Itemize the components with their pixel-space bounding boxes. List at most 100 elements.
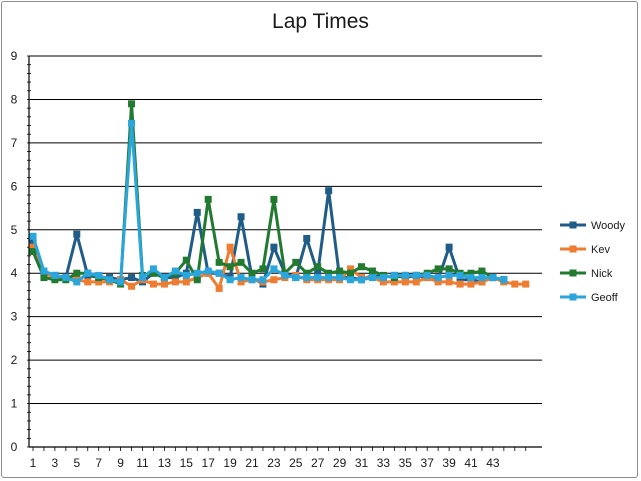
x-tick-label: 35 [399,456,413,470]
data-point [303,234,311,242]
data-point [171,274,179,282]
data-point [434,278,442,286]
data-point [270,243,278,251]
data-point [445,278,453,286]
x-tick-label: 5 [73,456,80,470]
data-point [160,280,168,288]
data-point [434,265,442,273]
data-point [29,232,37,240]
data-point [325,269,333,277]
data-point [95,278,103,286]
data-point [215,269,223,277]
data-point [62,274,70,282]
data-point [248,276,256,284]
data-point [489,274,497,282]
data-point [456,271,464,279]
data-point [259,276,267,284]
y-tick-label: 3 [11,310,18,324]
y-tick-label: 9 [11,49,18,63]
data-point [149,265,157,273]
legend-item-nick: Nick [560,268,613,280]
y-tick-label: 6 [11,179,18,193]
y-tick-label: 5 [11,223,18,237]
data-point [237,278,245,286]
data-point [29,243,37,251]
data-point [401,278,409,286]
data-point [390,278,398,286]
data-point [347,269,355,277]
data-point [478,278,486,286]
data-point [368,274,376,282]
data-point [237,258,245,266]
data-point [128,100,136,108]
data-point [445,265,453,273]
data-point [478,267,486,275]
data-point [51,276,59,284]
data-point [412,271,420,279]
data-point [193,269,201,277]
data-point [303,274,311,282]
data-point [292,258,300,266]
data-point [149,280,157,288]
x-tick-label: 21 [245,456,259,470]
legend-label: Nick [591,268,613,280]
data-point [325,274,333,282]
data-point [379,278,387,286]
x-tick-label: 17 [202,456,216,470]
x-tick-label: 25 [289,456,303,470]
data-point [182,271,190,279]
data-point [423,271,431,279]
data-point [390,271,398,279]
data-point [84,278,92,286]
y-tick-label: 1 [11,397,18,411]
x-tick-label: 15 [180,456,194,470]
data-point [182,256,190,264]
data-point [500,276,508,284]
data-point [226,243,234,251]
data-point [259,265,267,273]
data-point [467,269,475,277]
series-nick [29,100,508,288]
x-tick-label: 13 [158,456,172,470]
data-point [215,284,223,292]
legend-item-kev: Kev [560,244,610,256]
legend-label: Woody [591,220,626,232]
x-tick-label: 29 [333,456,347,470]
data-point [149,269,157,277]
data-point [325,187,333,195]
legend-swatch-marker [569,245,577,253]
data-point [434,274,442,282]
data-point [204,195,212,203]
data-point [303,269,311,277]
gridlines [29,55,542,405]
data-point [445,271,453,279]
legend-label: Geoff [591,292,619,304]
legend-item-woody: Woody [560,220,626,232]
x-tick-label: 31 [355,456,369,470]
data-point [248,269,256,277]
data-point [73,230,81,238]
chart-title: Lap Times [272,10,369,33]
data-point [95,271,103,279]
y-tick-label: 2 [11,353,18,367]
data-point [270,265,278,273]
legend-swatch-marker [569,269,577,277]
data-point [314,263,322,271]
data-point [51,271,59,279]
legend-swatch-marker [569,293,577,301]
data-point [401,271,409,279]
data-point [193,208,201,216]
data-point [379,274,387,282]
x-tick-label: 39 [442,456,456,470]
data-point [522,280,530,288]
data-point [226,276,234,284]
data-point [84,269,92,277]
data-point [347,265,355,273]
legend: Woody Kev Nick Geoff [560,220,626,304]
data-point [171,267,179,275]
x-tick-label: 37 [421,456,435,470]
data-point [270,276,278,284]
data-point [456,280,464,288]
data-point [29,239,37,247]
